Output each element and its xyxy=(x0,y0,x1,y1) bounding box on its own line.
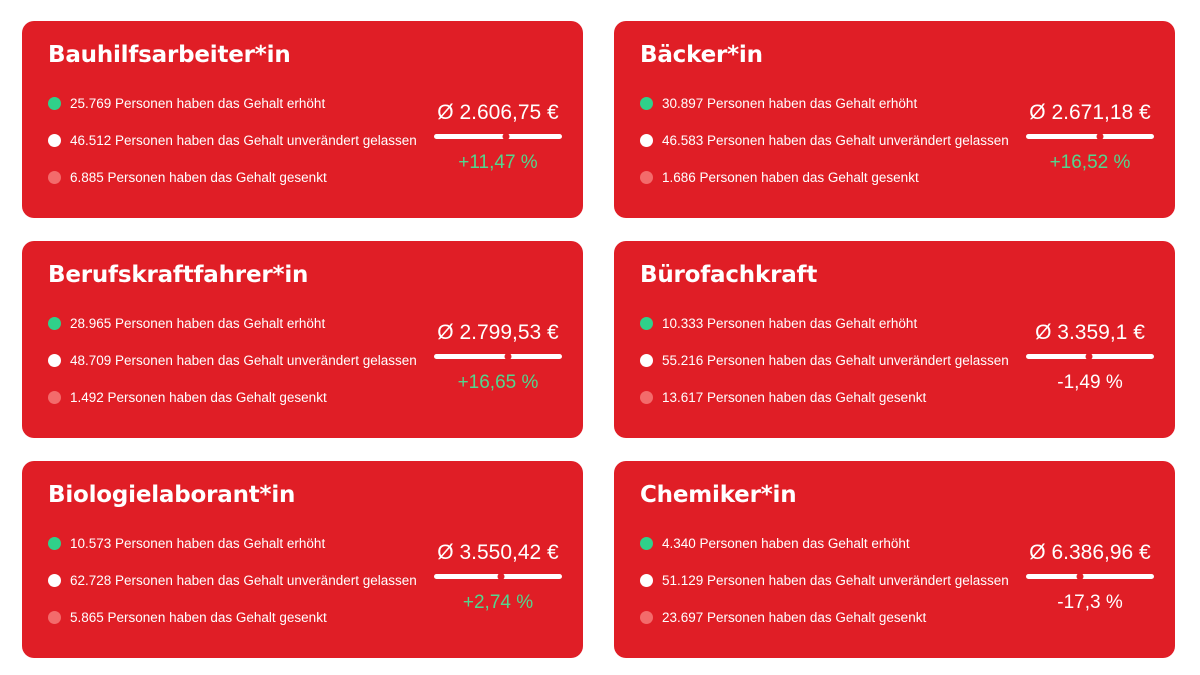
raised-row: 10.333 Personen haben das Gehalt erhöht xyxy=(640,316,917,331)
unchanged-row: 46.512 Personen haben das Gehalt unverän… xyxy=(48,133,417,148)
raised-count-text: 30.897 Personen haben das Gehalt erhöht xyxy=(662,96,918,111)
job-salary-card: Chemiker*in 4.340 Personen haben das Geh… xyxy=(614,461,1175,658)
salary-range-bar xyxy=(1026,573,1154,580)
job-salary-card: Bäcker*in 30.897 Personen haben das Geha… xyxy=(614,21,1175,218)
salary-change: +16,65 % xyxy=(457,372,539,393)
average-salary: Ø 2.606,75 € xyxy=(437,101,559,124)
unchanged-row: 51.129 Personen haben das Gehalt unverän… xyxy=(640,573,1009,588)
unchanged-count-text: 62.728 Personen haben das Gehalt unverän… xyxy=(70,573,417,588)
raised-dot-icon xyxy=(48,317,61,330)
salary-range-bar xyxy=(1026,133,1154,140)
job-salary-card: Berufskraftfahrer*in 28.965 Personen hab… xyxy=(22,241,583,438)
salary-change: -17,3 % xyxy=(1057,592,1123,613)
raised-count-text: 28.965 Personen haben das Gehalt erhöht xyxy=(70,316,326,331)
job-title: Bürofachkraft xyxy=(640,262,818,288)
salary-range-bar xyxy=(434,133,562,140)
unchanged-dot-icon xyxy=(48,134,61,147)
lowered-row: 1.686 Personen haben das Gehalt gesenkt xyxy=(640,170,919,185)
salary-summary: Ø 2.799,53 € +16,65 % xyxy=(433,321,563,394)
raised-dot-icon xyxy=(48,537,61,550)
average-salary: Ø 2.799,53 € xyxy=(437,321,559,344)
unchanged-dot-icon xyxy=(640,134,653,147)
lowered-count-text: 13.617 Personen haben das Gehalt gesenkt xyxy=(662,390,927,405)
lowered-dot-icon xyxy=(48,171,61,184)
salary-summary: Ø 3.359,1 € -1,49 % xyxy=(1025,321,1155,394)
salary-summary: Ø 3.550,42 € +2,74 % xyxy=(433,541,563,614)
job-title: Biologielaborant*in xyxy=(48,482,296,508)
unchanged-dot-icon xyxy=(48,354,61,367)
raised-count-text: 10.573 Personen haben das Gehalt erhöht xyxy=(70,536,326,551)
raised-row: 4.340 Personen haben das Gehalt erhöht xyxy=(640,536,910,551)
lowered-row: 23.697 Personen haben das Gehalt gesenkt xyxy=(640,610,926,625)
lowered-row: 1.492 Personen haben das Gehalt gesenkt xyxy=(48,390,327,405)
lowered-dot-icon xyxy=(640,391,653,404)
unchanged-row: 62.728 Personen haben das Gehalt unverän… xyxy=(48,573,417,588)
lowered-dot-icon xyxy=(640,611,653,624)
lowered-row: 6.885 Personen haben das Gehalt gesenkt xyxy=(48,170,327,185)
job-title: Bauhilfsarbeiter*in xyxy=(48,42,291,68)
average-salary: Ø 3.550,42 € xyxy=(437,541,559,564)
raised-count-text: 25.769 Personen haben das Gehalt erhöht xyxy=(70,96,326,111)
unchanged-dot-icon xyxy=(640,574,653,587)
lowered-dot-icon xyxy=(48,391,61,404)
salary-marker xyxy=(504,353,512,360)
unchanged-count-text: 55.216 Personen haben das Gehalt unverän… xyxy=(662,353,1009,368)
raised-row: 30.897 Personen haben das Gehalt erhöht xyxy=(640,96,917,111)
salary-change: +2,74 % xyxy=(462,592,534,613)
salary-marker xyxy=(502,133,510,140)
raised-row: 28.965 Personen haben das Gehalt erhöht xyxy=(48,316,325,331)
salary-change: +11,47 % xyxy=(458,152,538,173)
raised-dot-icon xyxy=(640,317,653,330)
raised-dot-icon xyxy=(48,97,61,110)
salary-marker xyxy=(1085,353,1093,360)
salary-change: -1,49 % xyxy=(1057,372,1123,393)
unchanged-count-text: 46.512 Personen haben das Gehalt unverän… xyxy=(70,133,417,148)
unchanged-dot-icon xyxy=(640,354,653,367)
lowered-count-text: 5.865 Personen haben das Gehalt gesenkt xyxy=(70,610,327,625)
job-salary-card: Bauhilfsarbeiter*in 25.769 Personen habe… xyxy=(22,21,583,218)
unchanged-count-text: 46.583 Personen haben das Gehalt unverän… xyxy=(662,133,1009,148)
average-salary: Ø 6.386,96 € xyxy=(1029,541,1151,564)
lowered-dot-icon xyxy=(48,611,61,624)
job-title: Bäcker*in xyxy=(640,42,763,68)
raised-dot-icon xyxy=(640,97,653,110)
unchanged-row: 55.216 Personen haben das Gehalt unverän… xyxy=(640,353,1009,368)
raised-row: 25.769 Personen haben das Gehalt erhöht xyxy=(48,96,325,111)
lowered-count-text: 1.686 Personen haben das Gehalt gesenkt xyxy=(662,170,919,185)
job-title: Berufskraftfahrer*in xyxy=(48,262,309,288)
unchanged-count-text: 51.129 Personen haben das Gehalt unverän… xyxy=(662,573,1009,588)
unchanged-dot-icon xyxy=(48,574,61,587)
unchanged-count-text: 48.709 Personen haben das Gehalt unverän… xyxy=(70,353,417,368)
unchanged-row: 48.709 Personen haben das Gehalt unverän… xyxy=(48,353,417,368)
raised-count-text: 10.333 Personen haben das Gehalt erhöht xyxy=(662,316,918,331)
raised-row: 10.573 Personen haben das Gehalt erhöht xyxy=(48,536,325,551)
lowered-row: 5.865 Personen haben das Gehalt gesenkt xyxy=(48,610,327,625)
salary-marker xyxy=(1096,133,1104,140)
salary-range-bar xyxy=(1026,353,1154,360)
lowered-count-text: 1.492 Personen haben das Gehalt gesenkt xyxy=(70,390,327,405)
lowered-count-text: 6.885 Personen haben das Gehalt gesenkt xyxy=(70,170,327,185)
job-salary-card: Biologielaborant*in 10.573 Personen habe… xyxy=(22,461,583,658)
raised-count-text: 4.340 Personen haben das Gehalt erhöht xyxy=(662,536,910,551)
salary-summary: Ø 2.671,18 € +16,52 % xyxy=(1025,101,1155,174)
lowered-row: 13.617 Personen haben das Gehalt gesenkt xyxy=(640,390,926,405)
salary-range-bar xyxy=(434,573,562,580)
salary-summary: Ø 6.386,96 € -17,3 % xyxy=(1025,541,1155,614)
unchanged-row: 46.583 Personen haben das Gehalt unverän… xyxy=(640,133,1009,148)
job-title: Chemiker*in xyxy=(640,482,797,508)
lowered-count-text: 23.697 Personen haben das Gehalt gesenkt xyxy=(662,610,927,625)
salary-marker xyxy=(497,573,505,580)
average-salary: Ø 2.671,18 € xyxy=(1029,101,1151,124)
lowered-dot-icon xyxy=(640,171,653,184)
raised-dot-icon xyxy=(640,537,653,550)
job-salary-card: Bürofachkraft 10.333 Personen haben das … xyxy=(614,241,1175,438)
salary-range-bar xyxy=(434,353,562,360)
salary-summary: Ø 2.606,75 € +11,47 % xyxy=(433,101,563,174)
average-salary: Ø 3.359,1 € xyxy=(1035,321,1145,344)
salary-change: +16,52 % xyxy=(1049,152,1131,173)
salary-marker xyxy=(1076,573,1084,580)
